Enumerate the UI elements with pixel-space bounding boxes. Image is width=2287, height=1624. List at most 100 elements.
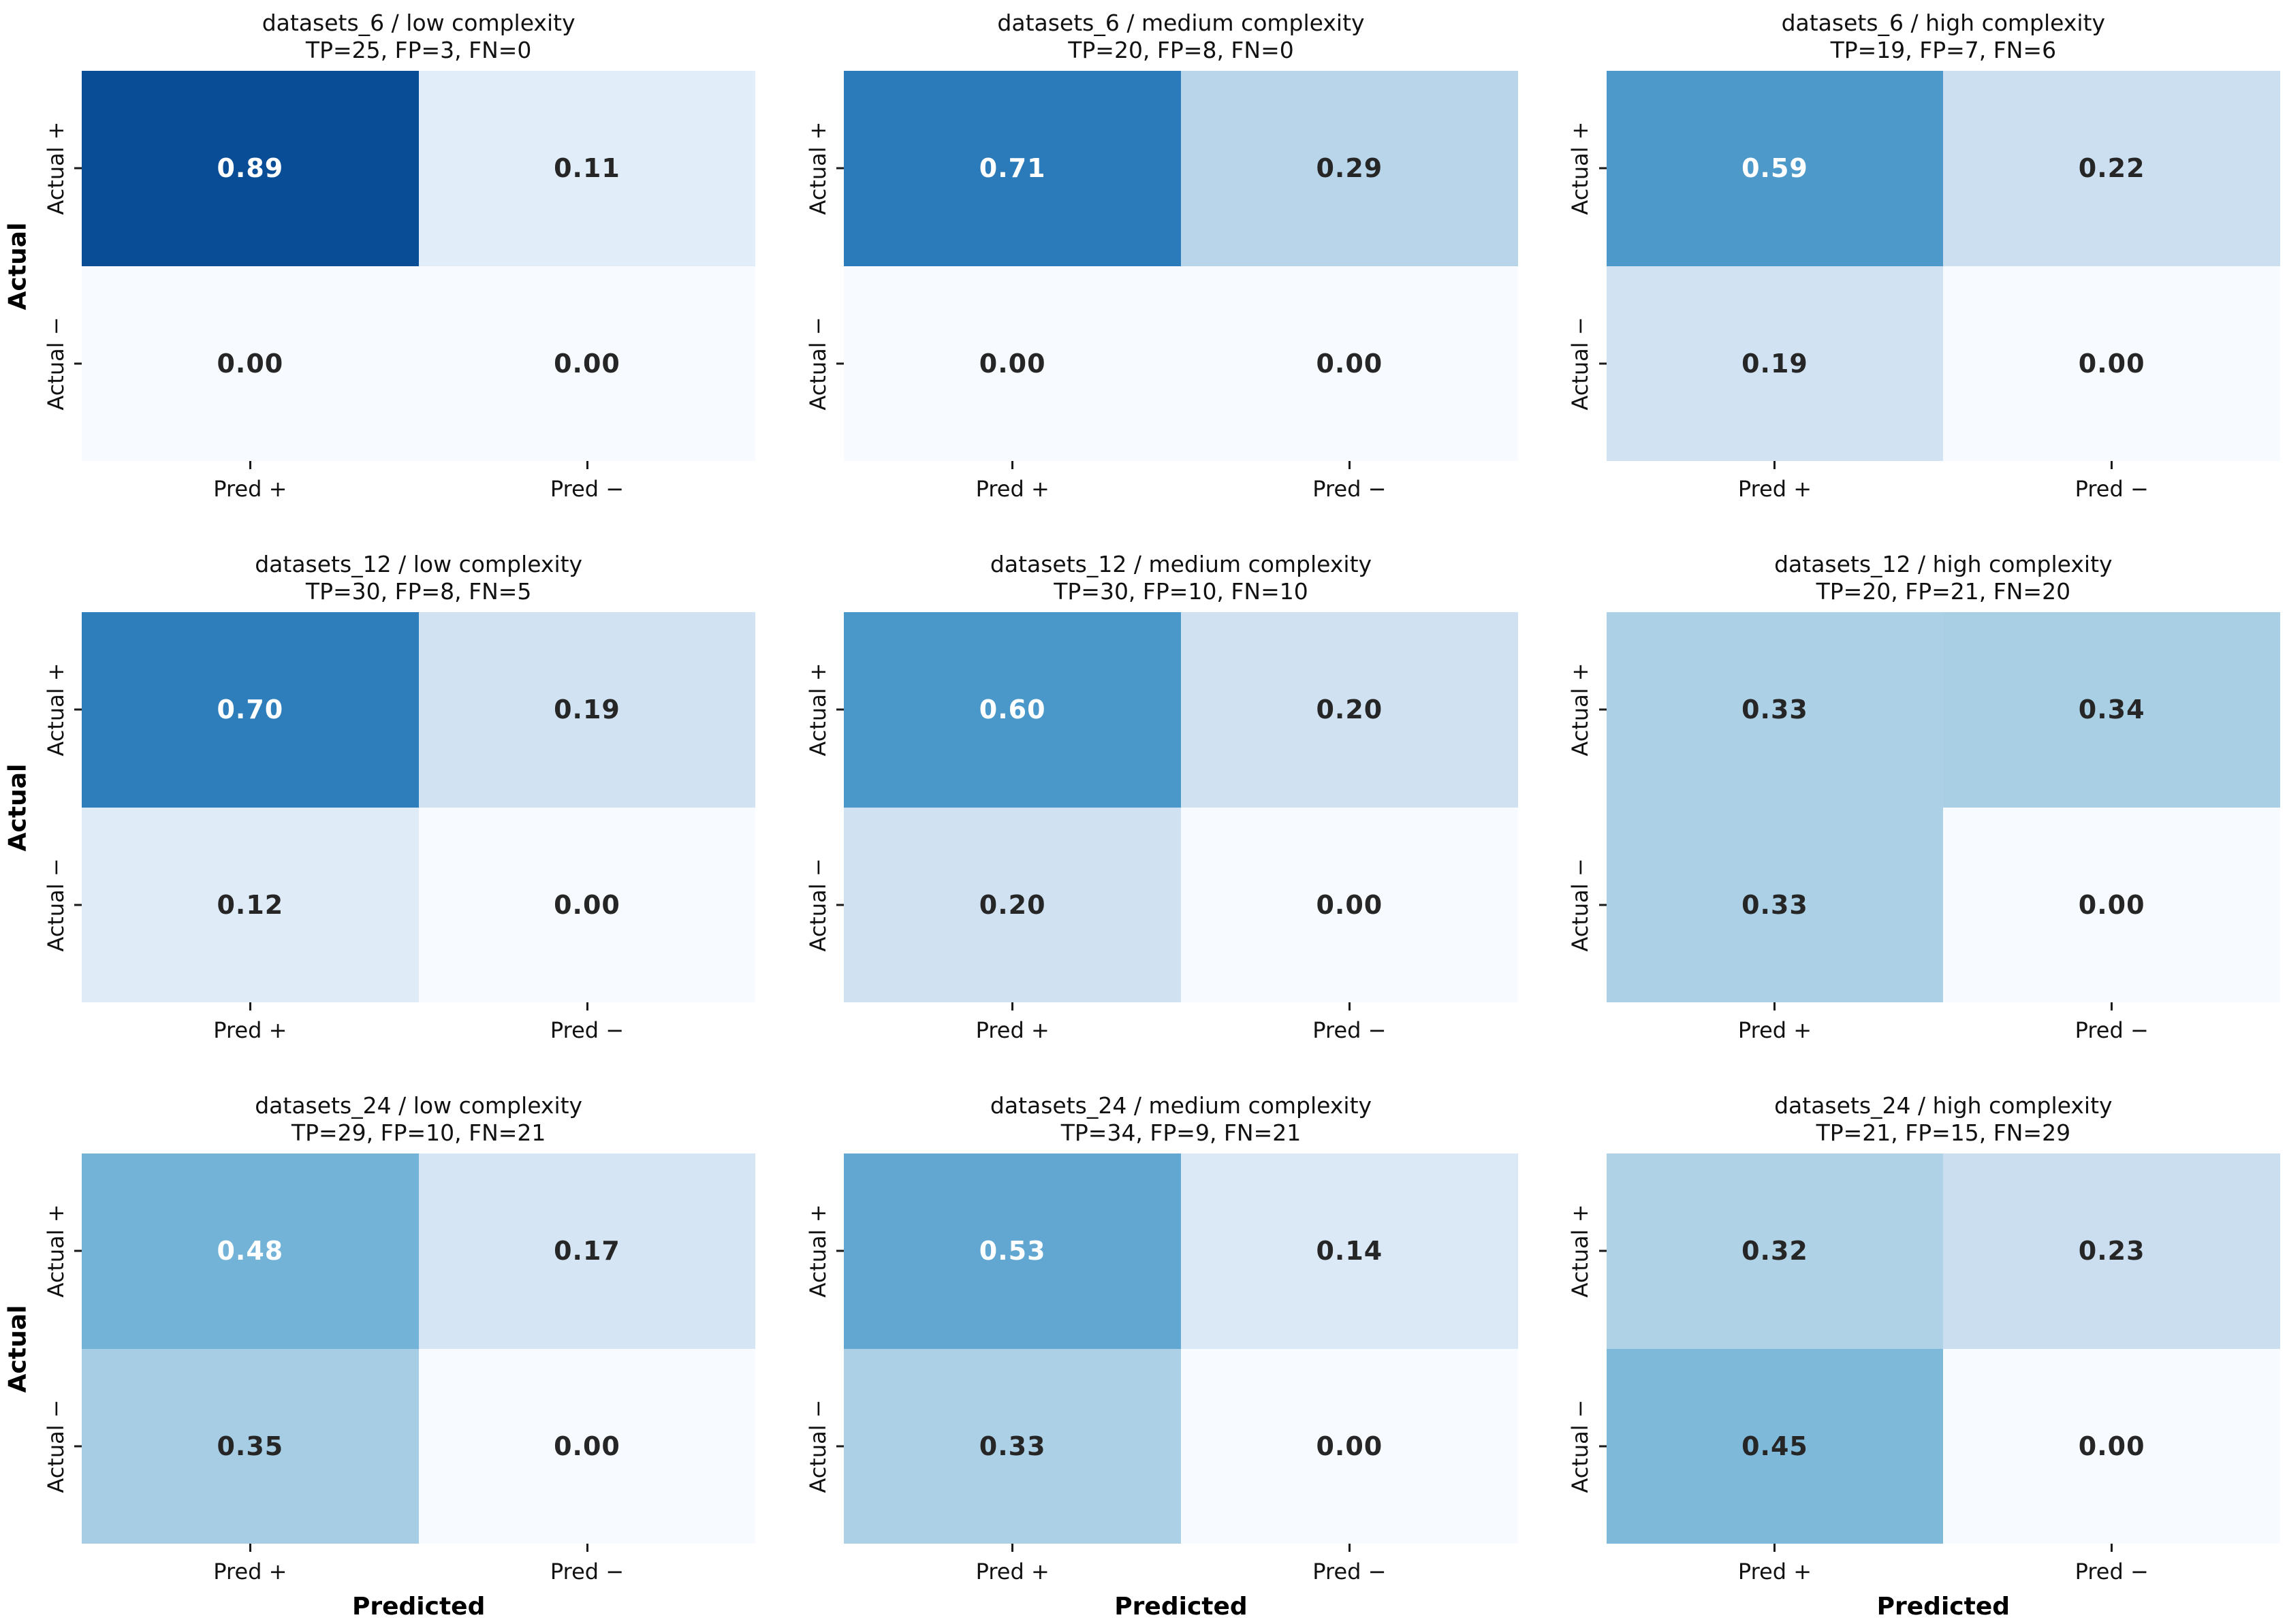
x-tick-mark xyxy=(2111,461,2113,469)
panel-title-block: datasets_24 / high complexity TP=21, FP=… xyxy=(1525,1083,2280,1153)
x-tick-mark xyxy=(586,1544,588,1552)
matrix-cell-fn: 0.17 xyxy=(418,1153,756,1349)
panel-title: datasets_6 / low complexity xyxy=(262,9,575,36)
x-tick-label-pred-positive: Pred + xyxy=(213,1559,287,1585)
y-tick-row-negative: Actual − xyxy=(804,808,845,1003)
plot-area: Actual + Actual − 0.71 0.29 0.00 xyxy=(762,71,1518,462)
y-tick-row-positive: Actual + xyxy=(1567,612,1607,808)
matrix-cell-tn: 0.00 xyxy=(1180,807,1518,1002)
cell-value: 0.59 xyxy=(1741,153,1808,184)
x-tick-label-pred-positive: Pred + xyxy=(1737,1017,1812,1043)
panel-title: datasets_6 / high complexity xyxy=(1781,9,2106,36)
panel-title: datasets_12 / low complexity xyxy=(255,550,583,577)
x-tick-col-pred-positive: Pred + xyxy=(844,461,1181,510)
y-tick-mark xyxy=(836,1249,845,1252)
x-axis-label-row: Predicted xyxy=(1525,1593,2280,1624)
x-axis-label: Predicted xyxy=(1876,1593,2010,1621)
x-tick-mark xyxy=(1348,461,1351,469)
panel-subtitle: TP=21, FP=15, FN=29 xyxy=(1816,1119,2071,1146)
x-axis-label-row xyxy=(0,510,755,541)
y-tick-label-actual-positive: Actual + xyxy=(42,121,69,215)
plot-area: Actual + Actual − 0.53 0.14 0.33 xyxy=(762,1153,1518,1544)
cell-value: 0.00 xyxy=(554,889,620,920)
y-tick-row-negative: Actual − xyxy=(804,266,845,462)
x-tick-label-pred-negative: Pred − xyxy=(2075,476,2149,502)
y-tick-gutter: Actual + Actual − xyxy=(1567,71,1607,461)
heatmap: 0.89 0.11 0.00 0.00 xyxy=(82,71,756,461)
matrix-cell-tp: 0.60 xyxy=(844,612,1181,808)
cell-value: 0.00 xyxy=(2078,348,2145,379)
x-axis-label: Predicted xyxy=(1114,1593,1248,1621)
matrix-cell-fp: 0.33 xyxy=(1606,807,1944,1002)
cell-value: 0.53 xyxy=(979,1236,1046,1267)
y-axis-label-gutter: Actual xyxy=(0,1153,42,1544)
x-tick-mark xyxy=(1011,461,1014,469)
cell-value: 0.89 xyxy=(217,153,284,184)
y-tick-mark xyxy=(1598,167,1607,170)
x-tick-mark xyxy=(1011,1002,1014,1010)
y-tick-row-negative: Actual − xyxy=(1567,808,1607,1003)
y-tick-label-actual-positive: Actual + xyxy=(1567,121,1594,215)
confusion-matrix-panel: datasets_24 / medium complexity TP=34, F… xyxy=(762,1083,1524,1624)
x-tick-col-pred-positive: Pred + xyxy=(844,1002,1181,1051)
cell-value: 0.00 xyxy=(1316,1431,1383,1461)
x-tick-mark xyxy=(1773,461,1776,469)
y-tick-gutter: Actual + Actual − xyxy=(42,1153,82,1544)
cell-value: 0.00 xyxy=(217,348,284,379)
y-tick-label-actual-negative: Actual − xyxy=(1567,317,1594,411)
y-axis-label-gutter xyxy=(762,612,804,1002)
confusion-matrix-panel: datasets_6 / high complexity TP=19, FP=7… xyxy=(1525,0,2287,541)
x-tick-label-pred-negative: Pred − xyxy=(2075,1017,2149,1043)
x-tick-mark xyxy=(586,1002,588,1010)
y-axis-label: Actual xyxy=(3,763,32,851)
x-tick-label-pred-negative: Pred − xyxy=(1312,1559,1387,1585)
matrix-cell-tn: 0.00 xyxy=(1943,1348,2280,1544)
plot-area: Actual + Actual − 0.59 0.22 0.19 xyxy=(1525,71,2280,461)
matrix-cell-tp: 0.33 xyxy=(1606,612,1944,808)
y-tick-label-actual-negative: Actual − xyxy=(1567,1399,1594,1493)
x-tick-mark xyxy=(1348,1544,1351,1552)
heatmap: 0.59 0.22 0.19 0.00 xyxy=(1606,71,2280,461)
matrix-cell-fp: 0.35 xyxy=(82,1348,419,1544)
x-tick-row: Pred + Pred − xyxy=(762,1544,1517,1593)
panel-title: datasets_12 / high complexity xyxy=(1774,550,2113,577)
plot-area: Actual Actual + Actual − 0.48 0.17 xyxy=(0,1153,756,1544)
confusion-matrix-panel: datasets_6 / low complexity TP=25, FP=3,… xyxy=(0,0,762,541)
y-tick-mark xyxy=(74,362,82,365)
y-tick-mark xyxy=(1598,904,1607,906)
matrix-cell-fp: 0.00 xyxy=(844,266,1181,461)
y-tick-row-positive: Actual + xyxy=(804,1153,845,1349)
y-tick-mark xyxy=(1598,1445,1607,1448)
plot-area: Actual Actual + Actual − 0.89 0.11 xyxy=(0,71,756,461)
x-tick-col-pred-positive: Pred + xyxy=(1607,1002,1944,1051)
cell-value: 0.00 xyxy=(1316,889,1383,920)
y-tick-row-positive: Actual + xyxy=(804,71,845,266)
x-axis-label-row: Predicted xyxy=(762,1593,1517,1624)
x-axis-label-row xyxy=(1525,510,2280,541)
x-tick-col-pred-positive: Pred + xyxy=(1607,1544,1944,1593)
panel-subtitle: TP=34, FP=9, FN=21 xyxy=(1060,1119,1302,1146)
panel-title-block: datasets_6 / high complexity TP=19, FP=7… xyxy=(1525,0,2280,71)
panel-subtitle: TP=29, FP=10, FN=21 xyxy=(291,1119,546,1146)
heatmap: 0.33 0.34 0.33 0.00 xyxy=(1606,612,2280,1002)
panel-title-block: datasets_24 / medium complexity TP=34, F… xyxy=(762,1083,1517,1153)
x-axis-label: Predicted xyxy=(351,1593,486,1621)
cell-value: 0.34 xyxy=(2078,695,2145,725)
x-tick-label-pred-negative: Pred − xyxy=(1312,1017,1387,1043)
x-tick-label-pred-positive: Pred + xyxy=(975,476,1050,502)
cell-value: 0.14 xyxy=(1316,1236,1383,1267)
cell-value: 0.00 xyxy=(979,348,1046,379)
y-tick-mark xyxy=(836,362,845,365)
cell-value: 0.00 xyxy=(2078,1431,2145,1461)
matrix-cell-tp: 0.71 xyxy=(844,71,1181,266)
x-tick-row: Pred + Pred − xyxy=(762,1002,1517,1051)
panel-title-block: datasets_6 / medium complexity TP=20, FP… xyxy=(762,0,1517,71)
panel-title-block: datasets_12 / medium complexity TP=30, F… xyxy=(762,541,1517,612)
x-tick-row: Pred + Pred − xyxy=(1525,1544,2280,1593)
panel-subtitle: TP=19, FP=7, FN=6 xyxy=(1830,36,2057,63)
y-tick-label-actual-positive: Actual + xyxy=(805,663,832,757)
cell-value: 0.60 xyxy=(979,695,1046,725)
heatmap: 0.60 0.20 0.20 0.00 xyxy=(844,612,1518,1002)
y-tick-gutter: Actual + Actual − xyxy=(804,612,845,1003)
